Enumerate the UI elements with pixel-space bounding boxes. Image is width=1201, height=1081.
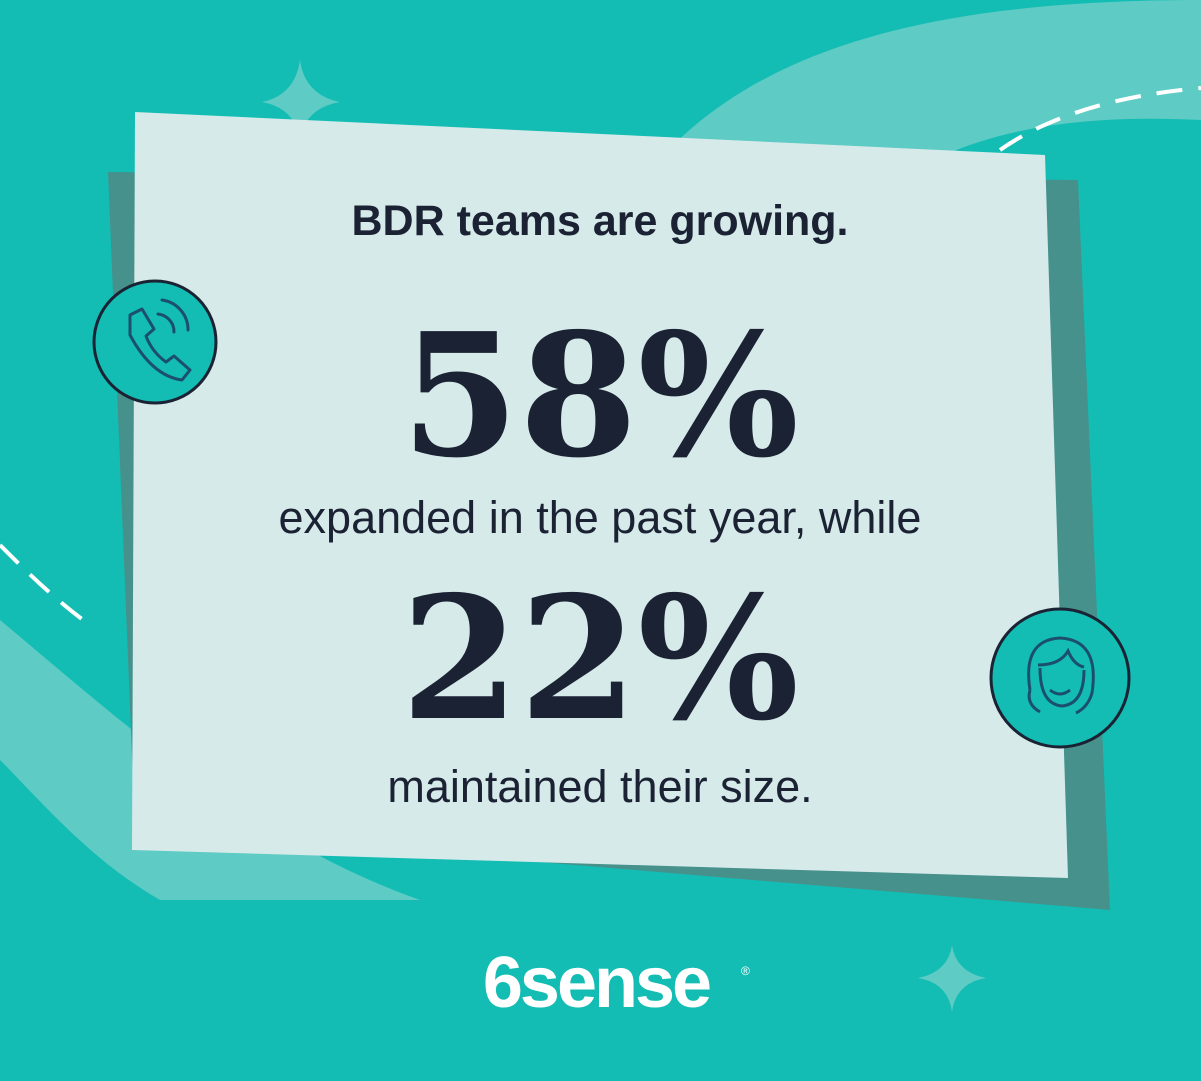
- dashed-arc-left: [0, 543, 92, 627]
- phone-icon: [92, 279, 218, 405]
- stat-caption: expanded in the past year, while: [279, 492, 922, 543]
- logo: 6sense: [483, 943, 710, 1023]
- person-icon: [989, 607, 1131, 749]
- sparkle: [262, 60, 340, 140]
- dashed-arc-top: [998, 86, 1201, 152]
- sparkle: [918, 945, 986, 1012]
- registered-mark: ®: [741, 964, 750, 978]
- stat-caption: maintained their size.: [387, 761, 812, 812]
- stat-figure: 58%: [401, 296, 799, 496]
- card: [132, 112, 1068, 878]
- swoosh-left: [0, 620, 420, 900]
- stat-figure: 22%: [401, 559, 799, 759]
- headline: BDR teams are growing.: [352, 197, 849, 245]
